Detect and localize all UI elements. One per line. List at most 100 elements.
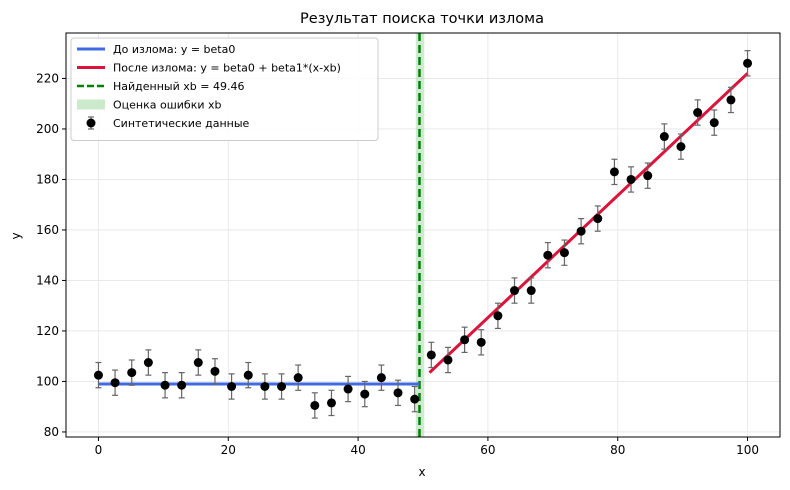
data-point-group <box>693 99 703 126</box>
fit-after-line <box>428 72 749 374</box>
data-point-group <box>110 369 120 396</box>
xb-error-band-layer <box>415 33 425 437</box>
legend-entry: Найденный xb = 49.46 <box>77 80 244 93</box>
data-point <box>659 132 669 142</box>
data-point-group <box>576 217 586 245</box>
data-point-group <box>476 329 486 356</box>
x-tick-label: 80 <box>610 443 625 457</box>
x-tick-label: 40 <box>350 443 365 457</box>
data-point-group <box>93 361 103 389</box>
data-point-group <box>410 385 420 413</box>
data-point-group <box>543 241 553 269</box>
y-tick-label: 80 <box>44 425 59 439</box>
data-point <box>593 214 603 224</box>
data-point-group <box>277 373 287 400</box>
data-point-group <box>609 158 619 186</box>
data-point-group <box>709 109 719 136</box>
legend-entry: После излома: y = beta0 + beta1*(x-xb) <box>77 62 341 75</box>
data-point <box>277 382 287 391</box>
data-points <box>93 50 753 419</box>
data-point <box>526 286 536 296</box>
y-tick-label: 100 <box>36 374 59 388</box>
data-point-group <box>210 358 220 385</box>
data-point-group <box>510 277 520 304</box>
data-point <box>243 370 253 380</box>
data-point <box>376 373 386 383</box>
x-tick-label: 20 <box>221 443 236 457</box>
data-point <box>177 380 187 390</box>
data-point-group <box>493 302 503 330</box>
data-point <box>510 286 520 296</box>
legend-label: Оценка ошибки xb <box>113 99 222 112</box>
y-tick-label: 120 <box>36 324 59 338</box>
data-point <box>643 171 653 181</box>
data-point <box>559 248 569 258</box>
legend-patch-swatch <box>77 99 105 110</box>
xb-error-band <box>415 33 425 437</box>
data-point-group <box>376 364 386 391</box>
data-point <box>476 337 486 347</box>
data-point-group <box>293 364 303 391</box>
data-point-group <box>360 380 370 408</box>
data-point <box>310 400 320 410</box>
data-point <box>393 388 403 398</box>
legend-label: После излома: y = beta0 + beta1*(x-xb) <box>113 62 341 75</box>
legend-label: До излома: y = beta0 <box>113 43 235 56</box>
legend-box <box>70 37 379 141</box>
data-point <box>410 394 420 404</box>
y-tick-label: 220 <box>36 71 59 85</box>
data-point-group <box>743 50 753 77</box>
x-tick-label: 60 <box>480 443 495 457</box>
data-point <box>626 174 636 184</box>
data-point-group <box>443 346 453 374</box>
y-tick-label: 180 <box>36 172 59 186</box>
data-point <box>676 142 686 152</box>
data-point-group <box>260 373 270 400</box>
data-point <box>160 380 170 390</box>
legend-label: Синтетические данные <box>113 117 250 130</box>
data-point-group <box>426 341 436 369</box>
legend-entry: Синтетические данные <box>86 116 250 130</box>
data-point <box>193 358 203 368</box>
y-tick-label: 200 <box>36 122 59 136</box>
data-point <box>210 366 220 376</box>
data-point-group <box>460 326 470 354</box>
data-point <box>726 95 736 105</box>
data-point-group <box>177 372 187 399</box>
data-point-group <box>643 162 653 189</box>
x-axis-label: x <box>418 465 425 479</box>
x-tick-label: 0 <box>95 443 103 457</box>
data-point-group <box>143 349 153 376</box>
data-point <box>127 368 137 378</box>
x-tick-label: 100 <box>736 443 759 457</box>
data-point-group <box>726 86 736 114</box>
data-point <box>609 167 619 177</box>
data-point <box>576 226 586 236</box>
data-point-group <box>127 359 137 386</box>
legend-entry: До излома: y = beta0 <box>77 43 235 56</box>
data-point-group <box>593 205 603 232</box>
data-point <box>110 378 120 388</box>
data-point <box>143 358 153 368</box>
data-point-group <box>526 277 536 304</box>
fit-lines <box>98 72 749 386</box>
data-point-group <box>676 133 686 160</box>
y-tick-label: 140 <box>36 273 59 287</box>
data-point-group <box>310 392 320 419</box>
legend-label: Найденный xb = 49.46 <box>113 80 244 93</box>
legend: До излома: y = beta0 После излома: y = be… <box>70 37 379 141</box>
data-point <box>693 108 703 118</box>
data-point <box>426 350 436 360</box>
data-point <box>493 311 503 321</box>
data-point-group <box>393 379 403 407</box>
data-point <box>260 382 270 391</box>
data-point <box>293 373 303 383</box>
data-point <box>460 335 470 345</box>
data-point <box>93 370 103 380</box>
data-point <box>443 355 453 365</box>
data-point <box>326 398 336 408</box>
legend-point-swatch <box>86 118 96 128</box>
data-point-group <box>227 373 237 400</box>
data-point <box>227 382 237 391</box>
